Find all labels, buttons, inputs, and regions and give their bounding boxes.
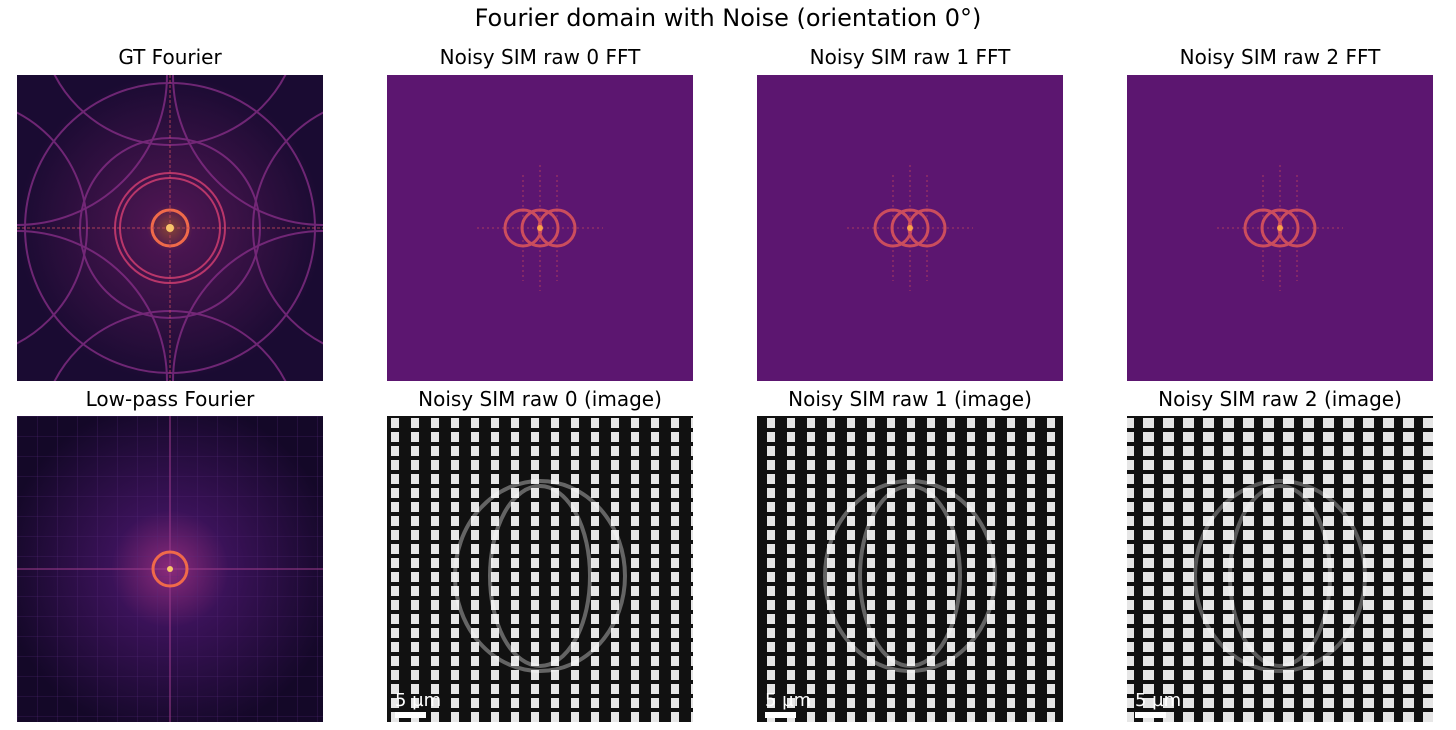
lowpass-fourier-image [17, 416, 323, 722]
panel-title-noisy-image-2: Noisy SIM raw 2 (image) [1158, 387, 1402, 411]
panel-title-gt-fourier: GT Fourier [118, 45, 222, 69]
panel-title-noisy-image-1: Noisy SIM raw 1 (image) [788, 387, 1032, 411]
panel-title-noisy-fft-0: Noisy SIM raw 0 FFT [439, 45, 641, 69]
panel-title-lowpass-fourier: Low-pass Fourier [85, 387, 255, 411]
panel-title-noisy-image-0: Noisy SIM raw 0 (image) [418, 387, 662, 411]
scalebar [395, 712, 426, 718]
scalebar-label: 5 µm [765, 690, 812, 711]
noisy-fft-0-image [387, 75, 693, 381]
scalebar-label: 5 µm [395, 690, 442, 711]
noisy-image-2-image: 5 µm [1127, 416, 1433, 722]
scalebar [765, 712, 796, 718]
noisy-fft-2-image [1127, 75, 1433, 381]
scalebar-label: 5 µm [1135, 690, 1182, 711]
figure-title: Fourier domain with Noise (orientation 0… [474, 4, 982, 32]
gt-fourier-image [17, 75, 323, 381]
noisy-image-1-image: 5 µm [757, 416, 1063, 722]
noisy-fft-1-image [757, 75, 1063, 381]
noisy-image-0-image: 5 µm [387, 416, 693, 722]
scalebar [1135, 712, 1166, 718]
panel-title-noisy-fft-2: Noisy SIM raw 2 FFT [1179, 45, 1381, 69]
panel-title-noisy-fft-1: Noisy SIM raw 1 FFT [809, 45, 1011, 69]
